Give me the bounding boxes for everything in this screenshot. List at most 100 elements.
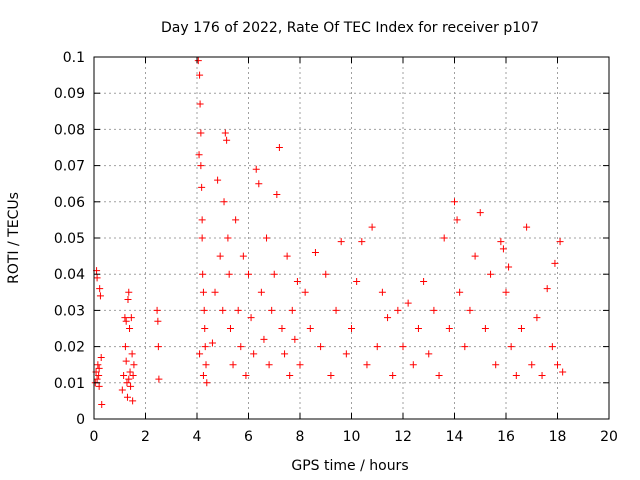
data-point (211, 288, 219, 296)
x-tick-label: 4 (193, 429, 202, 445)
data-point (127, 314, 135, 322)
x-tick-label: 8 (296, 429, 305, 445)
data-point (195, 151, 203, 159)
data-point (197, 129, 205, 137)
x-ticks-layer: 0 2 4 6 8 10 12 14 16 18 20 (90, 57, 618, 445)
x-tick-label: 18 (549, 429, 567, 445)
data-point (288, 306, 296, 314)
data-point (127, 382, 135, 390)
data-point (201, 343, 209, 351)
data-point (96, 292, 104, 300)
data-point (93, 375, 101, 383)
data-point (548, 343, 556, 351)
data-point (203, 379, 211, 387)
data-point (499, 245, 507, 253)
data-point (123, 393, 131, 401)
x-tick-label: 10 (343, 429, 361, 445)
data-point (120, 372, 128, 380)
data-point (255, 180, 263, 188)
y-tick-label: 0.08 (54, 122, 85, 138)
data-point (198, 216, 206, 224)
data-point (129, 372, 137, 380)
data-point (368, 223, 376, 231)
data-point (378, 288, 386, 296)
data-point (121, 314, 129, 322)
data-point (533, 314, 541, 322)
data-point (399, 343, 407, 351)
data-point (154, 317, 162, 325)
data-point (270, 270, 278, 278)
data-point (497, 238, 505, 246)
data-point (311, 248, 319, 256)
data-point (528, 361, 536, 369)
data-point (252, 165, 260, 173)
data-point (197, 162, 205, 170)
data-point (445, 325, 453, 332)
data-point (155, 375, 163, 383)
data-point (198, 234, 206, 242)
data-point (543, 285, 551, 293)
data-point (223, 136, 231, 144)
data-point (283, 252, 291, 260)
data-point (492, 361, 500, 369)
data-point (260, 335, 268, 343)
data-point (216, 252, 224, 260)
data-point (121, 343, 129, 351)
x-tick-label: 2 (141, 429, 150, 445)
data-point (353, 277, 361, 285)
data-point (430, 306, 438, 314)
data-point (291, 335, 299, 343)
y-tick-label: 0.01 (54, 376, 85, 392)
data-point (554, 361, 561, 369)
data-point (435, 372, 443, 380)
data-point (389, 372, 397, 380)
y-tick-label: 0.07 (54, 159, 85, 175)
y-tick-label: 0.1 (63, 50, 85, 66)
x-tick-label: 16 (497, 429, 515, 445)
data-point (96, 285, 104, 293)
data-point (95, 364, 103, 372)
data-point (200, 306, 208, 314)
x-tick-label: 6 (244, 429, 253, 445)
data-point (461, 343, 469, 351)
data-point (94, 361, 102, 369)
data-point (556, 238, 564, 246)
data-point (196, 100, 204, 108)
data-point (154, 343, 162, 351)
data-point (507, 343, 515, 351)
data-point (153, 306, 161, 314)
data-point (456, 288, 464, 296)
data-point (245, 270, 252, 278)
data-point (97, 353, 105, 361)
data-point (237, 343, 245, 351)
data-point (122, 357, 130, 365)
data-point (226, 325, 234, 332)
data-point (196, 71, 204, 79)
data-point (199, 288, 207, 296)
data-point (342, 350, 350, 358)
data-point (225, 270, 233, 278)
data-point (201, 325, 209, 332)
data-point (224, 234, 232, 242)
data-point (198, 183, 206, 191)
data-point (414, 325, 422, 332)
data-point (296, 361, 304, 369)
data-point (239, 252, 247, 260)
data-point (440, 234, 448, 242)
data-point (234, 306, 242, 314)
data-point (502, 288, 510, 296)
data-point (278, 325, 286, 332)
data-point (128, 350, 136, 358)
y-tick-label: 0.03 (54, 303, 85, 319)
data-point (512, 372, 520, 380)
data-point (263, 234, 271, 242)
data-point (125, 375, 133, 383)
data-point (250, 350, 258, 358)
data-point (481, 325, 489, 332)
data-point (126, 325, 134, 332)
data-point (471, 252, 479, 260)
data-point (124, 296, 132, 304)
data-point (394, 306, 402, 314)
data-point (123, 379, 131, 387)
